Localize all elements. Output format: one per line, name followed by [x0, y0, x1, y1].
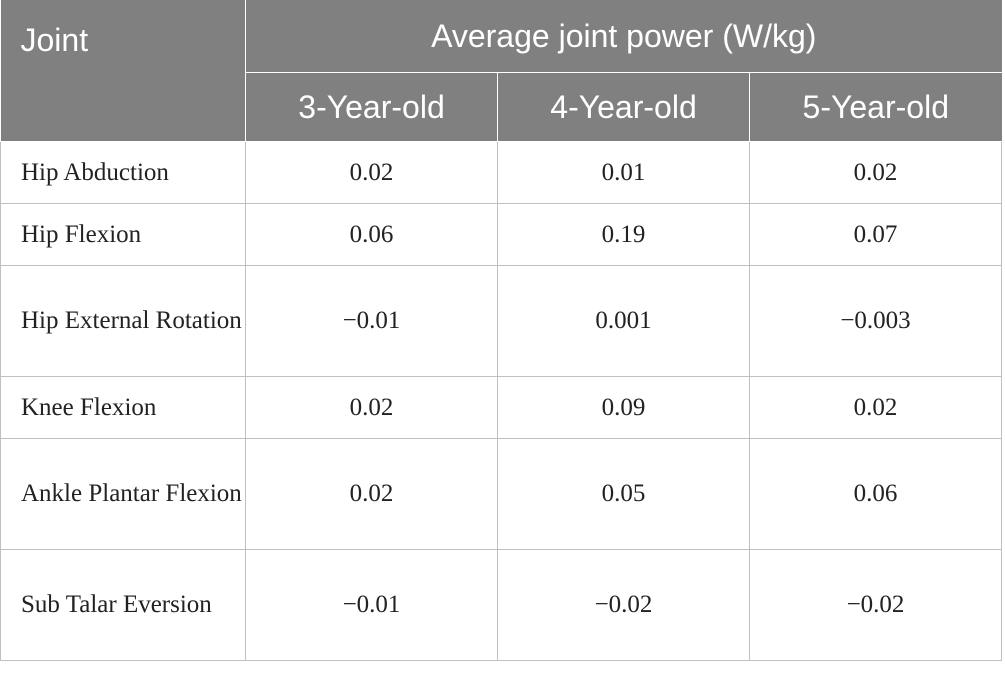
joint-name: Hip External Rotation: [0, 265, 246, 377]
value-cell: 0.02: [245, 141, 498, 204]
value-cell: −0.02: [497, 549, 750, 661]
value-cell: 0.06: [748, 438, 1003, 550]
table-row: Hip Abduction 0.02 0.01 0.02: [0, 141, 1003, 204]
joint-name: Sub Talar Eversion: [0, 549, 246, 661]
value-cell: 0.05: [497, 438, 750, 550]
value-cell: 0.02: [748, 376, 1003, 439]
table-body: Hip Abduction 0.02 0.01 0.02 Hip Flexion…: [0, 141, 1003, 661]
joint-name: Hip Flexion: [0, 203, 246, 266]
table-row: Ankle Plantar Flexion 0.02 0.05 0.06: [0, 438, 1003, 550]
header-age-3: 3-Year-old: [245, 72, 498, 142]
joint-name: Knee Flexion: [0, 376, 246, 439]
joint-power-table: Joint Average joint power (W/kg) 3-Year-…: [0, 0, 1003, 661]
joint-power-table-container: Joint Average joint power (W/kg) 3-Year-…: [0, 0, 1003, 661]
value-cell: −0.02: [748, 549, 1003, 661]
header-age-5: 5-Year-old: [748, 72, 1002, 142]
table-row: Hip External Rotation −0.01 0.001 −0.003: [0, 265, 1003, 377]
header-age-4: 4-Year-old: [497, 72, 750, 142]
value-cell: 0.01: [497, 141, 750, 204]
value-cell: 0.02: [748, 141, 1003, 204]
table-row: Hip Flexion 0.06 0.19 0.07: [0, 203, 1003, 266]
value-cell: 0.07: [748, 203, 1003, 266]
header-joint: Joint: [0, 0, 246, 142]
table-row: Sub Talar Eversion −0.01 −0.02 −0.02: [0, 549, 1003, 661]
joint-name: Hip Abduction: [0, 141, 246, 204]
value-cell: 0.02: [245, 438, 498, 550]
table-row: Knee Flexion 0.02 0.09 0.02: [0, 376, 1003, 439]
value-cell: 0.19: [497, 203, 750, 266]
value-cell: 0.09: [497, 376, 750, 439]
value-cell: 0.02: [245, 376, 498, 439]
value-cell: −0.01: [245, 265, 498, 377]
joint-name: Ankle Plantar Flexion: [0, 438, 246, 550]
value-cell: −0.003: [748, 265, 1003, 377]
header-average-joint-power: Average joint power (W/kg): [244, 0, 1002, 73]
table-header: Joint Average joint power (W/kg) 3-Year-…: [0, 0, 1002, 142]
value-cell: 0.001: [497, 265, 750, 377]
value-cell: −0.01: [245, 549, 498, 661]
value-cell: 0.06: [245, 203, 498, 266]
